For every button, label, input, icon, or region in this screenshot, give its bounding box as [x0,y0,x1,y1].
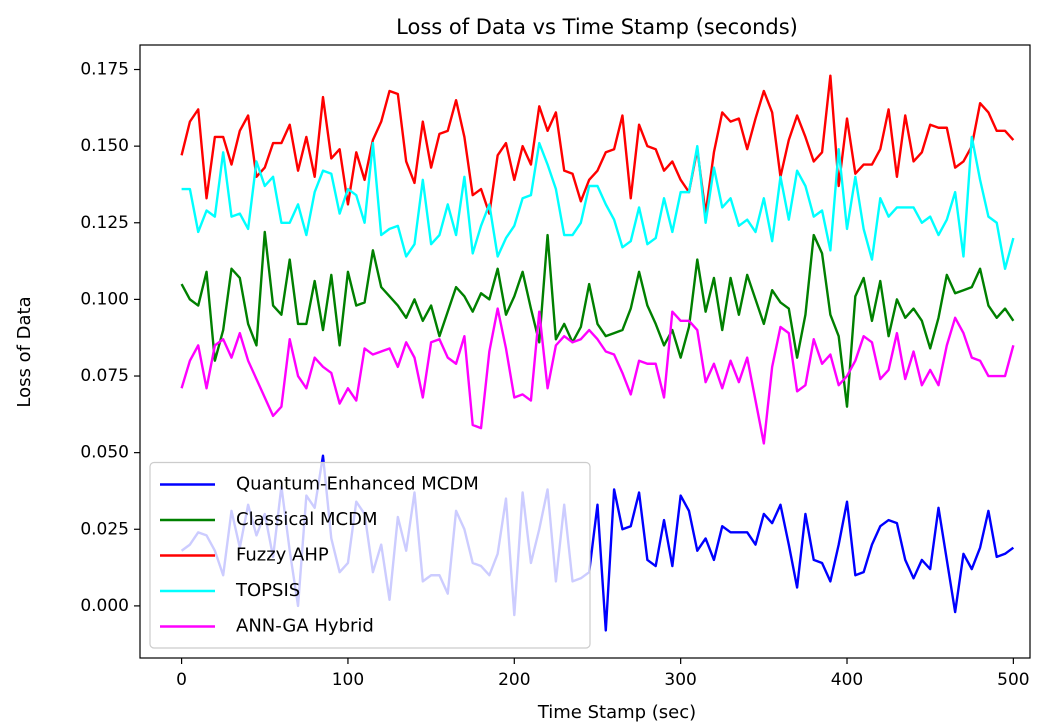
y-tick-label: 0.025 [80,519,129,539]
y-tick-label: 0.125 [80,213,129,233]
data-line [180,307,1015,445]
legend-label: Fuzzy AHP [236,545,329,566]
data-line [180,74,1015,215]
x-tick-label: 0 [176,670,187,690]
x-tick-label: 100 [332,670,364,690]
x-tick-label: 500 [997,670,1029,690]
x-axis-label: Time Stamp (sec) [537,702,696,723]
data-line [181,135,1015,270]
x-tick-label: 200 [498,670,530,690]
y-tick-label: 0.100 [80,289,129,309]
legend-box [149,461,591,649]
chart-title: Loss of Data vs Time Stamp (seconds) [396,15,798,39]
y-tick-label: 0.000 [80,596,129,616]
data-line [180,230,1015,408]
plot-frame [139,44,1031,659]
x-tick-label: 400 [831,670,863,690]
legend-label: Quantum-Enhanced MCDM [236,474,479,495]
y-tick-label: 0.150 [80,136,129,156]
y-tick-label: 0.075 [80,366,129,386]
legend-label: Classical MCDM [236,509,378,530]
x-tick-label: 300 [664,670,696,690]
legend-label: TOPSIS [235,580,300,601]
y-tick-label: 0.050 [80,443,129,463]
y-axis-label: Loss of Data [14,296,35,407]
y-tick-label: 0.175 [80,60,129,80]
legend: Quantum-Enhanced MCDM Classical MCDM Fuzzy… [149,461,591,649]
legend-label: ANN-GA Hybrid [236,616,374,637]
